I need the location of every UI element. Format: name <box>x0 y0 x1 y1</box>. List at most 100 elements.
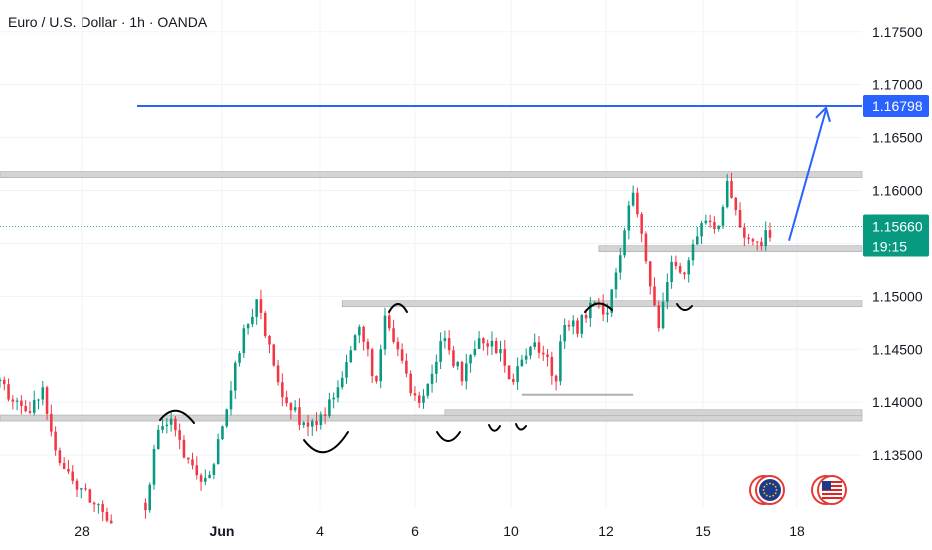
candle-body <box>75 480 79 490</box>
candle-body <box>516 366 519 383</box>
candle <box>144 498 147 519</box>
candle-body <box>469 354 472 364</box>
candle-body <box>584 314 588 319</box>
candle <box>571 315 575 335</box>
x-axis: 28 Jun 4 6 10 12 15 18 <box>74 523 805 539</box>
us-flag-icon[interactable] <box>811 475 847 505</box>
candle-body <box>554 375 558 382</box>
candle <box>3 376 6 391</box>
candle <box>58 447 62 466</box>
candle-body <box>550 357 554 376</box>
candle-body <box>593 302 596 304</box>
candle <box>683 271 686 280</box>
eu-flag-icon[interactable] <box>749 475 785 505</box>
candle <box>186 457 190 464</box>
candle <box>490 331 494 355</box>
x-tick-label: Jun <box>210 523 235 539</box>
candle <box>302 420 305 429</box>
candle <box>520 354 524 367</box>
candle-body <box>661 301 665 329</box>
candle <box>216 433 220 465</box>
candle-body <box>302 422 305 425</box>
candle <box>648 261 652 295</box>
candle-body <box>623 230 626 256</box>
candle-body <box>259 299 263 313</box>
candle <box>20 395 23 415</box>
candle <box>11 395 15 410</box>
candle-body <box>332 397 335 400</box>
candle <box>165 417 169 434</box>
candle-body <box>460 361 464 382</box>
y-tick-label: 1.17000 <box>872 77 923 93</box>
candle-body <box>494 340 498 354</box>
candle-body <box>768 230 772 238</box>
candle <box>743 223 746 247</box>
candle-body <box>191 459 194 466</box>
y-tick-label: 1.13500 <box>872 447 923 463</box>
candle-body <box>507 365 511 380</box>
candle <box>657 300 661 332</box>
zone-bar <box>598 245 863 253</box>
candle <box>276 360 280 386</box>
candle <box>67 460 70 474</box>
candle-body <box>400 349 404 361</box>
candle <box>413 386 417 401</box>
candle-body <box>610 289 613 313</box>
candle-body <box>169 418 173 425</box>
candle <box>375 375 378 384</box>
candle <box>584 311 588 323</box>
candle-body <box>362 326 365 342</box>
candle-body <box>674 261 678 267</box>
candle <box>362 325 365 351</box>
candle-body <box>221 426 224 440</box>
candle-body <box>576 320 579 334</box>
candle <box>293 400 297 413</box>
candle-body <box>54 431 57 451</box>
candle-body <box>388 315 391 329</box>
candle-body <box>413 393 417 396</box>
y-tick-label: 1.16000 <box>872 183 923 199</box>
candle <box>32 390 36 416</box>
candle-body <box>28 411 32 413</box>
candle <box>97 503 100 514</box>
candle-body <box>631 192 635 206</box>
candle-body <box>422 395 425 403</box>
candle-body <box>571 320 575 327</box>
candle <box>469 353 472 373</box>
candle-body <box>546 354 549 358</box>
candle <box>704 214 708 225</box>
candle <box>328 392 331 419</box>
candle <box>174 416 177 437</box>
candle <box>747 233 750 245</box>
candle-body <box>559 341 562 382</box>
candle <box>340 371 344 390</box>
candle <box>383 307 387 356</box>
candle <box>221 425 224 441</box>
candle <box>661 292 665 330</box>
candle-body <box>67 468 70 472</box>
candle <box>7 378 10 402</box>
candle <box>674 255 678 270</box>
candle <box>567 320 571 331</box>
zone-bar <box>444 409 863 417</box>
candle <box>473 340 477 357</box>
candle <box>157 425 160 450</box>
candle <box>199 473 203 491</box>
candle <box>268 334 271 354</box>
candle-body <box>678 266 682 273</box>
candle <box>152 444 156 490</box>
candle-body <box>520 359 524 367</box>
candle <box>0 377 2 388</box>
candle-body <box>426 383 430 396</box>
candle <box>631 185 635 207</box>
candle-body <box>212 464 216 475</box>
candle-body <box>80 488 83 490</box>
candle <box>370 347 374 383</box>
candle <box>666 273 669 310</box>
candle-body <box>242 328 246 354</box>
candle-body <box>747 237 750 240</box>
candle-body <box>92 502 96 505</box>
candle-body <box>268 335 271 345</box>
candle-body <box>396 341 400 350</box>
